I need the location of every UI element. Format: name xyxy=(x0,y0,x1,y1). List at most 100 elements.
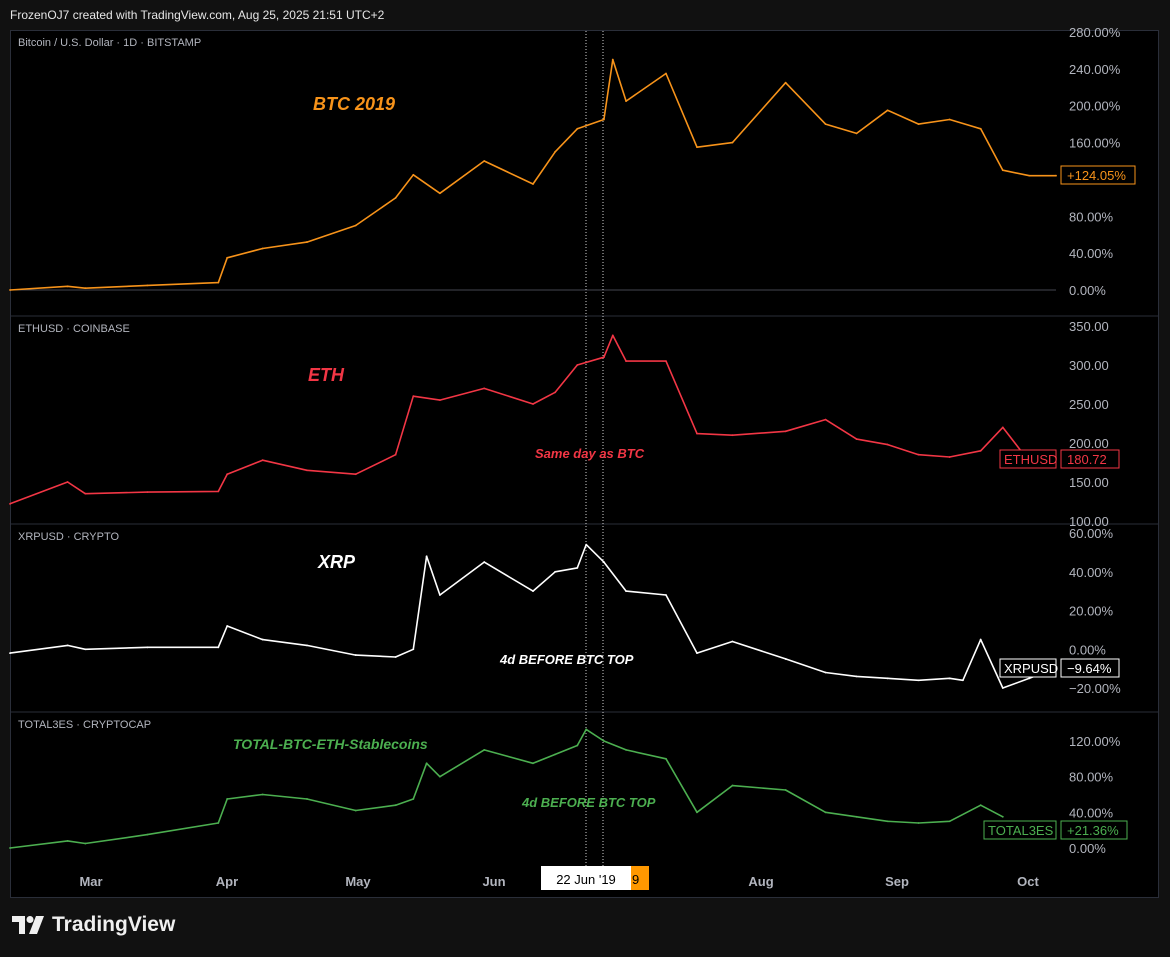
data-point xyxy=(603,561,605,563)
tradingview-logo[interactable]: TradingView xyxy=(12,913,175,937)
data-point xyxy=(226,798,229,800)
data-point xyxy=(354,473,357,476)
data-point xyxy=(576,566,579,569)
data-point xyxy=(66,285,69,288)
y-tick-label: 0.00% xyxy=(1069,642,1106,657)
y-tick-label: 20.00% xyxy=(1069,604,1114,619)
data-point xyxy=(261,247,264,250)
data-point xyxy=(354,654,357,656)
data-point xyxy=(217,490,220,493)
data-point xyxy=(1001,426,1004,429)
data-point xyxy=(979,638,982,641)
data-point xyxy=(306,241,308,243)
data-point xyxy=(665,360,667,362)
x-tick-label: Aug xyxy=(748,874,773,889)
series-tag-label: XRPUSD xyxy=(1004,661,1058,676)
data-point xyxy=(554,753,557,756)
data-point xyxy=(824,418,827,421)
data-point xyxy=(554,150,557,153)
last-value-box xyxy=(1060,658,1120,678)
data-point xyxy=(1001,687,1004,689)
data-point xyxy=(394,804,397,807)
data-point xyxy=(261,459,264,462)
x-tick-label: Apr xyxy=(216,874,238,889)
data-point xyxy=(948,820,951,823)
last-value-box xyxy=(1060,820,1128,840)
data-point xyxy=(226,256,229,259)
data-point xyxy=(483,160,486,162)
y-tick-label: 280.00% xyxy=(1069,25,1121,40)
data-point xyxy=(731,141,734,144)
data-point xyxy=(1001,815,1004,818)
y-tick-label: 40.00% xyxy=(1069,805,1114,820)
y-tick-label: 80.00% xyxy=(1069,209,1114,224)
data-point xyxy=(824,123,827,126)
data-point xyxy=(84,842,87,845)
data-point xyxy=(696,432,698,435)
x-tick-label: Sep xyxy=(885,874,909,889)
data-point xyxy=(611,334,614,337)
data-point xyxy=(917,123,920,126)
tradingview-logo-icon xyxy=(12,916,44,934)
x-tick-label: May xyxy=(345,874,371,889)
last-value-label: +124.05% xyxy=(1067,168,1126,183)
data-point xyxy=(394,656,397,658)
data-point xyxy=(855,132,858,135)
data-point xyxy=(784,81,787,84)
y-tick-label: 80.00% xyxy=(1069,770,1114,785)
data-point xyxy=(439,192,441,195)
series-tag-box xyxy=(999,449,1057,469)
pane-title: TOTAL3ES · CRYPTOCAP xyxy=(18,719,151,731)
data-point xyxy=(439,594,441,596)
data-point xyxy=(824,671,827,674)
series-line xyxy=(9,543,1057,689)
chart-frame[interactable] xyxy=(10,30,1159,898)
data-point xyxy=(665,594,667,596)
crosshair-overflow-bg xyxy=(631,866,649,890)
data-point xyxy=(855,438,858,440)
data-point xyxy=(217,281,220,284)
data-point xyxy=(979,804,982,807)
data-point xyxy=(886,820,889,823)
y-tick-label: 100.00 xyxy=(1069,514,1109,529)
pane-annotation: ETH xyxy=(308,365,345,385)
y-tick-label: 0.00% xyxy=(1069,841,1106,856)
data-point xyxy=(66,839,69,842)
y-tick-label: 200.00 xyxy=(1069,436,1109,451)
series-line xyxy=(9,58,1056,291)
series-tag-label: ETHUSD xyxy=(1004,452,1057,467)
data-point xyxy=(425,555,428,558)
data-point xyxy=(784,789,787,791)
pane-title: Bitcoin / U.S. Dollar · 1D · BITSTAMP xyxy=(18,37,201,49)
y-tick-label: 240.00% xyxy=(1069,62,1121,77)
data-point xyxy=(948,677,951,680)
data-point xyxy=(948,118,951,121)
data-point xyxy=(784,430,787,433)
data-point xyxy=(261,638,264,641)
data-point xyxy=(9,289,11,291)
data-point xyxy=(425,762,428,765)
y-tick-label: 40.00% xyxy=(1069,565,1114,580)
crosshair-date-bg xyxy=(541,866,631,890)
data-point xyxy=(217,822,220,824)
data-point xyxy=(855,675,858,678)
data-point xyxy=(146,284,149,287)
y-tick-label: 350.00 xyxy=(1069,319,1109,334)
data-point xyxy=(306,644,308,647)
data-point xyxy=(585,543,588,546)
data-point xyxy=(483,561,486,563)
data-point xyxy=(886,677,889,680)
data-point xyxy=(665,72,667,75)
x-tick-label: Mar xyxy=(79,874,102,889)
data-point xyxy=(532,590,534,593)
data-point xyxy=(84,287,87,290)
y-tick-label: 60.00% xyxy=(1069,526,1114,541)
data-point xyxy=(1055,174,1057,177)
pane-title: ETHUSD · COINBASE xyxy=(18,323,130,335)
data-point xyxy=(226,625,229,627)
y-tick-label: 40.00% xyxy=(1069,246,1114,261)
data-point xyxy=(306,469,308,472)
data-point xyxy=(554,570,557,573)
x-tick-label: Jun xyxy=(482,874,505,889)
